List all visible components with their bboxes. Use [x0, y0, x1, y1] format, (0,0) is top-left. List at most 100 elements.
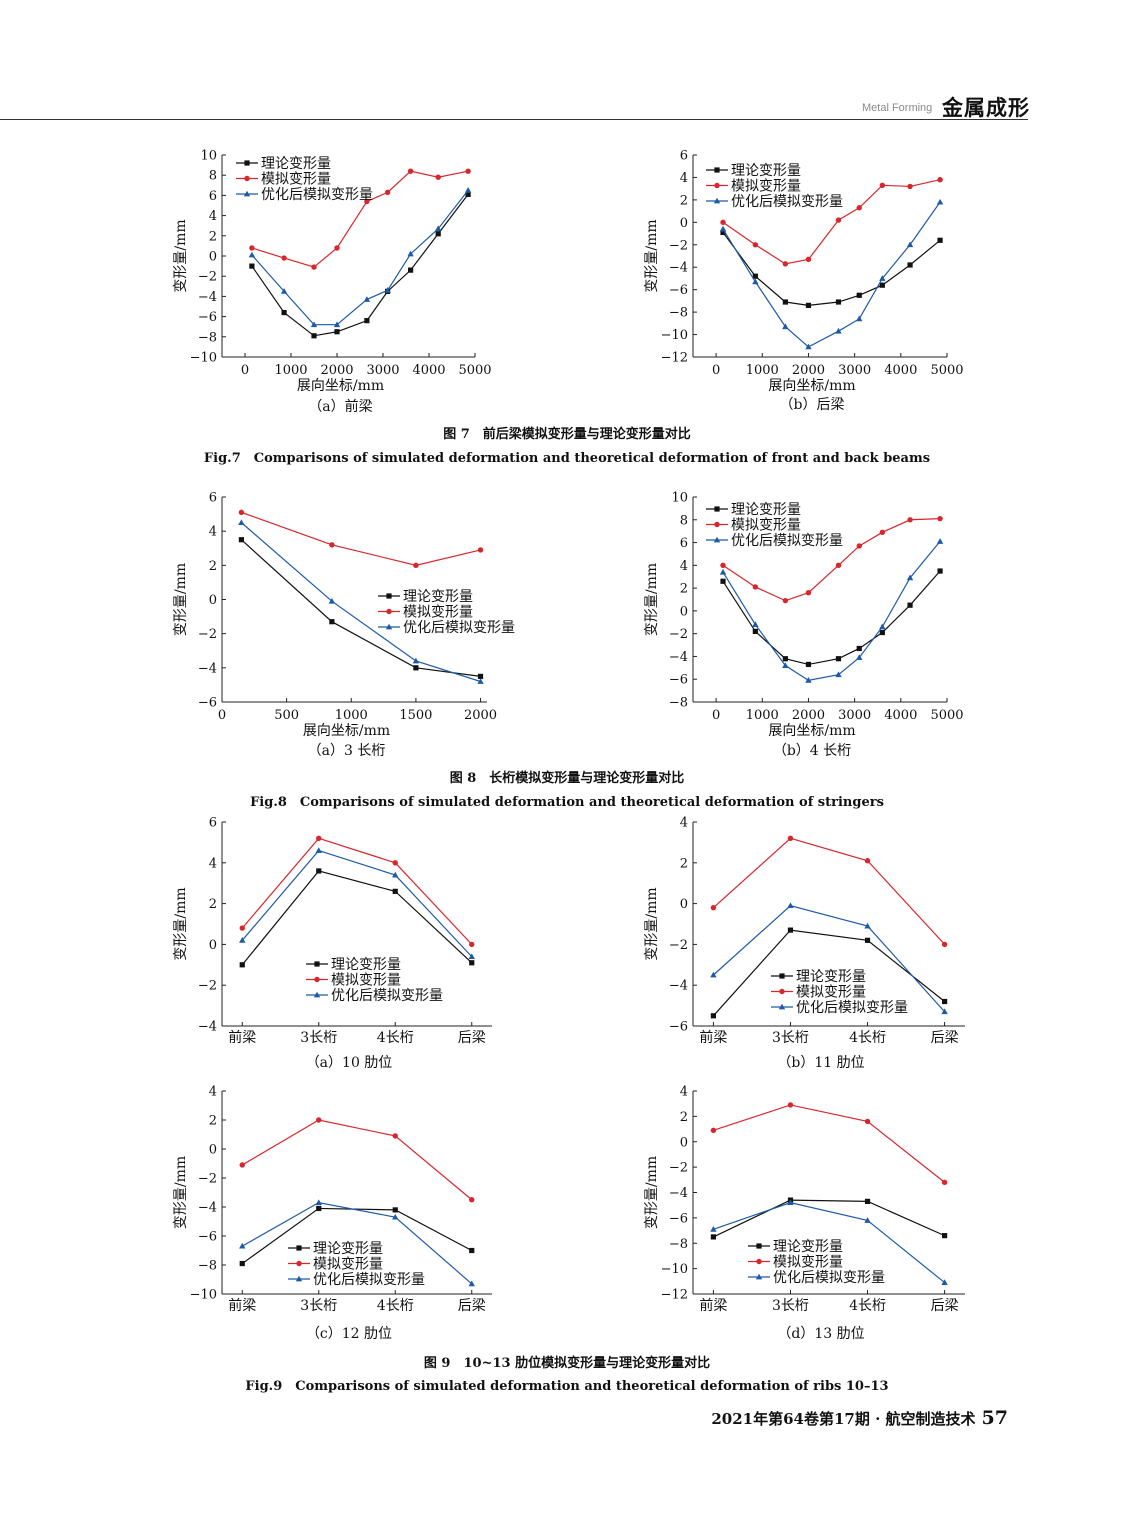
chart-b7-series-3-point — [782, 323, 789, 330]
chart-b8-y-tick-label: 8 — [680, 513, 688, 528]
chart-a8-legend-marker-3 — [385, 623, 393, 630]
chart-a7-series-1-point — [435, 231, 441, 237]
chart-b8-y-tick-label: 0 — [680, 604, 688, 619]
chart-b8-series-2-point — [805, 589, 812, 596]
chart-a9-y-tick-label: −4 — [198, 1020, 217, 1035]
chart-c9-y-tick-label: 0 — [209, 1143, 217, 1158]
chart-c9-series-line-2 — [241, 1119, 473, 1201]
chart-b9-y-tick-label: −2 — [669, 938, 688, 953]
page-number: 57 — [981, 1407, 1008, 1429]
chart-c9-y-tick-label: −4 — [198, 1201, 217, 1216]
chart-a9-legend-label-3: 优化后模拟变形量 — [331, 988, 443, 1004]
chart-a8-series-1-point — [477, 673, 484, 679]
chart-b7-legend-label-1: 理论变形量 — [731, 163, 801, 179]
chart-a9-series-3-point — [239, 937, 246, 943]
chart-a8-x-axis-label: 展向坐标/mm — [303, 723, 390, 739]
chart-b9-x-tick-label: 前梁 — [699, 1029, 727, 1046]
chart-a9-y-axis-label: 变形量/mm — [173, 887, 189, 960]
chart-a8-series-2-point — [238, 509, 245, 516]
chart-c9-series-3-point — [392, 1213, 399, 1220]
chart-b8-caption: （b）4 长桁 — [773, 743, 851, 759]
chart-b7-legend-label-3: 优化后模拟变形量 — [731, 194, 843, 210]
chart-b8-legend-label-2: 模拟变形量 — [731, 518, 801, 534]
chart-a8-legend-label-1: 理论变形量 — [403, 589, 473, 605]
chart-c9-x-tick-label: 3长桁 — [300, 1298, 337, 1314]
chart-b7-x-tick-label: 1000 — [746, 363, 779, 378]
chart-c9-y-tick-label: −10 — [190, 1288, 217, 1303]
chart-b9-y-tick-label: 0 — [680, 897, 688, 912]
chart-a7-y-tick-label: −8 — [198, 330, 217, 345]
journal-issue: 2021年第64卷第17期 · 航空制造技术 — [711, 1410, 976, 1428]
chart-c9-legend-label-3: 优化后模拟变形量 — [313, 1272, 425, 1288]
chart-a7-series-3-point — [248, 251, 256, 258]
chart-c9-series-2-point — [469, 1197, 475, 1203]
chart-b8-series-1-point — [720, 578, 726, 584]
chart-a7-y-tick-label: 0 — [209, 250, 217, 265]
chart-c9-legend-label-2: 模拟变形量 — [313, 1257, 383, 1273]
chart-b9-series-3-point — [787, 902, 794, 909]
chart-b9-series-1-point — [864, 937, 871, 943]
chart-d9-series-2-point — [864, 1118, 871, 1125]
chart-b9-legend-label-2: 模拟变形量 — [796, 985, 866, 1001]
chart-b7-y-tick-label: 6 — [680, 149, 688, 164]
chart-b8-legend-label-3: 优化后模拟变形量 — [731, 533, 843, 549]
chart-a9-series-2-point — [392, 860, 398, 866]
chart-d9-y-tick-label: −4 — [669, 1186, 688, 1201]
chart-b8-legend-marker-3 — [713, 536, 721, 543]
fig9-caption-en: Fig.9 Comparisons of simulated deformati… — [245, 1379, 889, 1394]
chart-a8-y-tick-label: 6 — [209, 491, 217, 506]
chart-a7-series-1-point — [334, 329, 340, 335]
chart-d9-x-tick-label: 3长桁 — [772, 1298, 809, 1314]
chart-d9-series-3-point — [787, 1199, 794, 1206]
chart-a8-legend-marker-1 — [386, 593, 392, 599]
chart-b7-series-2-point — [782, 261, 789, 267]
chart-b8-legend-label-1: 理论变形量 — [731, 502, 801, 518]
chart-a7-series-2-point — [407, 168, 414, 174]
chart-c9-series-1-point — [392, 1207, 398, 1213]
chart-b9-y-tick-label: 2 — [680, 856, 688, 871]
chart-a8-legend-label-2: 模拟变形量 — [403, 605, 473, 621]
chart-b9-series-2-point — [710, 904, 717, 911]
chart-d9-series-2-point — [710, 1127, 717, 1134]
chart-a8-series-1-point — [413, 665, 419, 671]
chart-b7-legend-marker-1 — [714, 167, 720, 173]
chart-b9-series-1-point — [942, 998, 948, 1005]
chart-a7-series-3-point — [310, 321, 318, 328]
chart-b9-y-tick-label: 4 — [680, 816, 688, 831]
chart-b8-series-2-point — [752, 584, 759, 590]
chart-c9-y-tick-label: −6 — [198, 1230, 217, 1245]
chart-d9-legend-marker-3 — [755, 1273, 763, 1280]
chart-c9-y-tick-label: −2 — [198, 1172, 217, 1187]
chart-b7-x-tick-label: 5000 — [930, 363, 963, 378]
chart-c9-series-2-point — [392, 1133, 398, 1139]
chart-a8-series-1-point — [238, 537, 244, 543]
chart-a7-series-2-point — [384, 189, 391, 196]
chart-d9-legend-label-1: 理论变形量 — [773, 1239, 843, 1255]
chart-a7-legend-label-1: 理论变形量 — [261, 156, 331, 172]
chart-b7-series-2-point — [879, 182, 886, 188]
chart-b8-series-3-point — [805, 677, 812, 683]
chart-b7-series-3-point — [805, 343, 812, 350]
chart-a7-series-3-point — [384, 287, 391, 293]
chart-d9-y-tick-label: −8 — [669, 1237, 688, 1252]
chart-b7-series-2-point — [835, 217, 842, 223]
chart-b7-series-2-point — [720, 219, 726, 226]
chart-b8-series-2-point — [835, 562, 842, 569]
chart-b9-x-tick-label: 4长桁 — [849, 1030, 886, 1046]
chart-b8-series-3-point — [936, 538, 944, 544]
chart-b8-x-tick-label: 0 — [712, 708, 720, 723]
chart-b9-series-1-point — [710, 1013, 716, 1019]
chart-a9-series-1-point — [316, 868, 322, 874]
chart-d9-y-tick-label: 2 — [680, 1110, 688, 1125]
chart-b8-y-tick-label: −2 — [669, 627, 688, 642]
chart-a7-y-tick-label: −4 — [198, 290, 217, 305]
chart-d9-series-3-point — [864, 1217, 871, 1223]
chart-d9-series-2-point — [941, 1179, 948, 1186]
chart-d9-series-1-point — [942, 1233, 948, 1239]
chart-d9-y-tick-label: 4 — [680, 1085, 688, 1100]
chart-a8-series-3-point — [238, 519, 245, 526]
chart-a9-series-line-3 — [241, 849, 473, 958]
